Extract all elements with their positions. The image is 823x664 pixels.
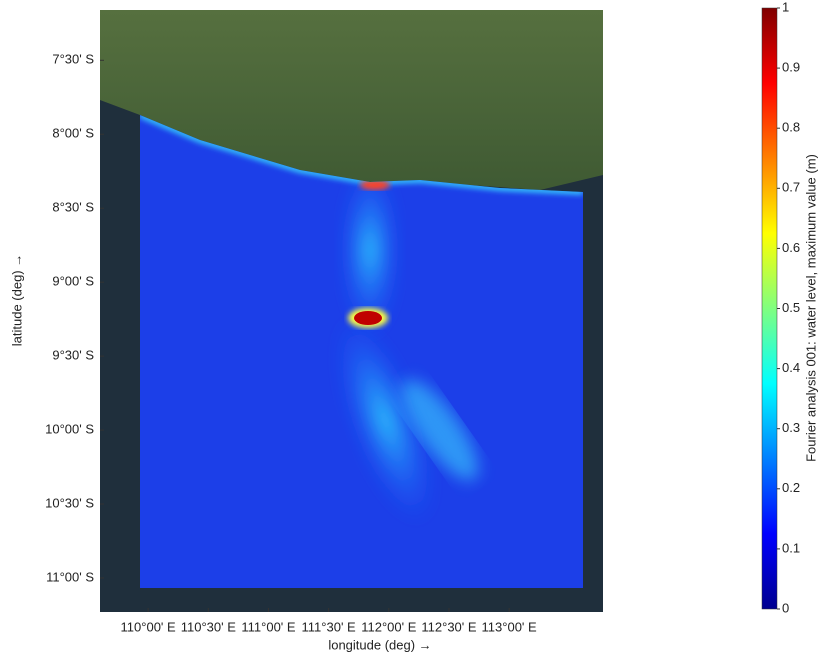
y-tick-label: 8°00' S	[52, 126, 94, 141]
figure: longitude (deg) → latitude (deg) → Fouri…	[0, 0, 823, 664]
colorbar	[762, 8, 777, 609]
colorbar-tick-label: 0.5	[782, 300, 800, 315]
y-axis-label: latitude (deg) →	[9, 254, 24, 347]
colorbar-tick-label: 0.4	[782, 360, 800, 375]
y-tick-label: 10°00' S	[45, 422, 94, 437]
colorbar-tick-label: 0.2	[782, 480, 800, 495]
y-tick-label: 8°30' S	[52, 200, 94, 215]
colorbar-tick-label: 0.6	[782, 240, 800, 255]
x-tick-label: 111°30' E	[302, 619, 357, 634]
colorbar-tick-label: 0.8	[782, 120, 800, 135]
colorbar-tick-label: 0.3	[782, 420, 800, 435]
map-field	[100, 10, 603, 612]
x-tick-label: 110°00' E	[121, 619, 176, 634]
x-axis-label: longitude (deg) →	[328, 637, 431, 652]
x-tick-label: 113°00' E	[482, 619, 537, 634]
y-tick-label: 9°00' S	[52, 274, 94, 289]
colorbar-label: Fourier analysis 001: water level, maxim…	[803, 154, 818, 462]
y-tick-label: 11°00' S	[46, 569, 94, 584]
colorbar-tick-label: 0.1	[782, 540, 800, 555]
colorbar-tick-label: 0.9	[782, 60, 800, 75]
colorbar-tick-label: 0	[782, 600, 789, 615]
y-tick-label: 7°30' S	[52, 52, 94, 67]
colorbar-tick-label: 1	[782, 0, 789, 14]
x-tick-label: 112°00' E	[361, 619, 416, 634]
x-tick-label: 112°30' E	[421, 619, 476, 634]
y-tick-label: 10°30' S	[45, 495, 94, 510]
x-tick-label: 110°30' E	[181, 619, 236, 634]
y-tick-label: 9°30' S	[52, 348, 94, 363]
x-tick-label: 111°00' E	[241, 619, 296, 634]
colorbar-tick-label: 0.7	[782, 180, 800, 195]
